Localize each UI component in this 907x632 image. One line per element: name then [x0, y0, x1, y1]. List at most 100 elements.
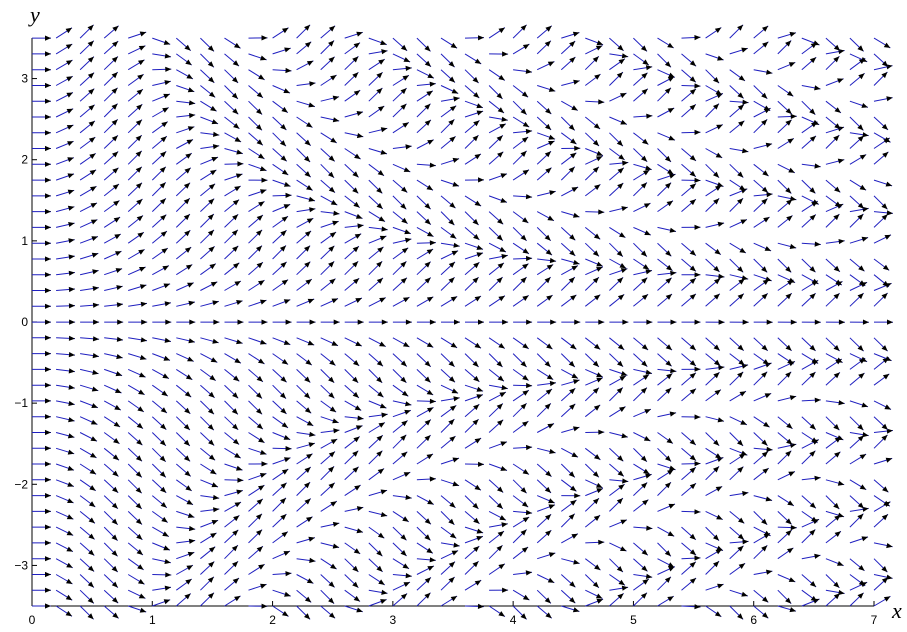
field-arrow [777, 395, 797, 402]
field-arrow [368, 211, 386, 223]
field-arrow [344, 163, 359, 178]
field-arrow [392, 195, 407, 210]
field-arrow [55, 124, 74, 134]
field-arrow [873, 495, 891, 507]
field-arrow [464, 394, 484, 402]
field-arrow [609, 182, 624, 197]
field-arrow [152, 585, 172, 591]
field-arrow [320, 278, 336, 291]
field-arrow [296, 536, 316, 544]
field-arrow [248, 384, 263, 399]
field-arrow [537, 132, 556, 140]
field-arrow [79, 252, 99, 260]
field-arrow [55, 558, 73, 569]
field-arrow [248, 189, 267, 197]
field-arrow [56, 270, 75, 276]
field-arrow [272, 531, 289, 544]
field-arrow [849, 179, 867, 191]
field-arrow [729, 104, 745, 118]
field-arrow [849, 100, 869, 108]
field-arrow [416, 37, 431, 52]
field-arrow [537, 85, 556, 92]
field-arrow [560, 276, 576, 291]
field-arrow [560, 166, 576, 181]
field-arrow [657, 107, 675, 118]
field-arrow [561, 426, 580, 433]
field-arrow [584, 276, 600, 291]
field-arrow [560, 513, 576, 528]
field-arrow [657, 173, 676, 181]
field-arrow [873, 319, 894, 325]
field-arrow [344, 260, 359, 276]
field-arrow [440, 295, 458, 307]
field-arrow [32, 114, 51, 120]
field-arrow [176, 319, 196, 325]
field-arrow [344, 605, 363, 613]
y-tick-label: 0 [21, 315, 28, 329]
field-arrow [392, 103, 407, 118]
field-arrow [584, 337, 601, 350]
field-arrow [729, 539, 749, 545]
field-arrow [32, 35, 51, 41]
field-arrow [609, 558, 624, 573]
field-arrow [657, 447, 672, 462]
field-arrow [79, 152, 96, 165]
field-arrow [705, 466, 720, 481]
field-arrow [464, 85, 480, 99]
field-arrow [584, 166, 600, 181]
field-arrow [103, 447, 120, 461]
field-arrow [584, 514, 601, 528]
field-arrow [560, 152, 577, 165]
field-arrow [609, 447, 624, 462]
field-arrow [849, 258, 865, 272]
field-arrow [344, 42, 361, 55]
field-arrow [248, 299, 267, 307]
field-arrow [705, 510, 723, 521]
field-arrow [488, 242, 507, 253]
field-arrow [801, 85, 821, 91]
field-arrow [681, 509, 701, 515]
field-arrow [705, 124, 724, 134]
field-arrow [128, 31, 147, 39]
field-arrow [296, 41, 312, 55]
field-arrow [657, 576, 672, 591]
field-arrow [609, 37, 624, 52]
field-arrow [248, 416, 264, 430]
field-arrow [489, 522, 508, 528]
field-arrow [488, 173, 508, 181]
field-arrow [609, 387, 624, 402]
field-arrow [536, 337, 553, 350]
field-arrow [873, 457, 893, 465]
field-arrow [825, 179, 841, 193]
field-arrow [272, 229, 287, 244]
field-arrow [368, 526, 385, 539]
field-arrow [561, 100, 579, 111]
field-arrow [536, 227, 552, 242]
field-arrow [344, 558, 359, 573]
field-arrow [729, 197, 744, 212]
field-arrow [103, 479, 119, 494]
field-arrow [416, 398, 436, 404]
field-arrow [561, 319, 581, 325]
field-arrow [777, 40, 792, 55]
field-arrow [536, 605, 553, 619]
field-arrow [151, 400, 168, 414]
field-arrow [440, 226, 457, 240]
field-arrow [248, 53, 267, 61]
field-arrow [440, 96, 460, 102]
field-arrow [873, 542, 893, 549]
field-arrow [681, 447, 697, 461]
field-arrow [753, 25, 769, 39]
field-arrow [200, 281, 218, 291]
field-arrow [753, 293, 769, 307]
field-arrow [513, 194, 533, 200]
field-arrow [705, 485, 723, 497]
field-arrow [633, 88, 649, 102]
field-arrow [272, 550, 291, 560]
field-arrow [368, 58, 385, 71]
field-arrow [248, 148, 265, 160]
field-arrow [320, 298, 339, 307]
field-arrow [127, 150, 143, 165]
field-arrow [849, 292, 864, 307]
field-arrow [873, 577, 889, 591]
